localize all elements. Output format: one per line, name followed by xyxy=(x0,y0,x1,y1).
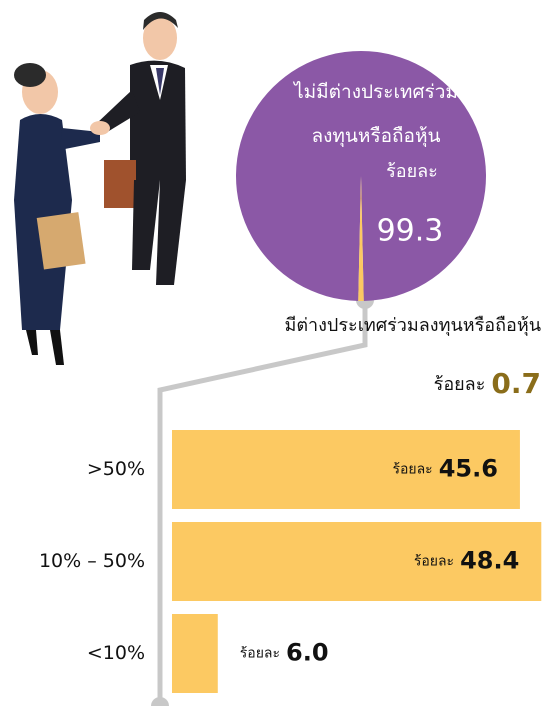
pie-category-label: ไม่มีต่างประเทศร่วมลงทุนหรือถือหุ้น xyxy=(276,70,476,158)
bar xyxy=(172,614,218,693)
value-prefix: ร้อยละ xyxy=(392,462,432,478)
value-number: 6.0 xyxy=(286,639,329,667)
value-prefix: ร้อยละ xyxy=(434,374,486,395)
pie-category-label: มีต่างประเทศร่วมลงทุนหรือถือหุ้น xyxy=(284,315,541,336)
category-label: >50% xyxy=(87,458,145,480)
value-prefix: ร้อยละ xyxy=(414,554,454,570)
category-label: 10% – 50% xyxy=(39,550,145,572)
value-prefix: ร้อยละ xyxy=(386,161,438,182)
connector-dot xyxy=(151,697,169,706)
value-number: 0.7 xyxy=(491,367,541,400)
value-prefix: ร้อยละ xyxy=(240,646,280,662)
value-number: 99.3 xyxy=(377,214,444,249)
value-number: 48.4 xyxy=(460,547,519,575)
value-number: 45.6 xyxy=(439,455,498,483)
value-label: ร้อยละ 6.0 xyxy=(240,639,329,667)
page: ร้อยละ 99.3 มีต่างประเทศร่วมลงทุนหรือถือหุ… xyxy=(0,0,547,706)
illustration xyxy=(14,12,186,365)
category-label: <10% xyxy=(87,642,145,664)
